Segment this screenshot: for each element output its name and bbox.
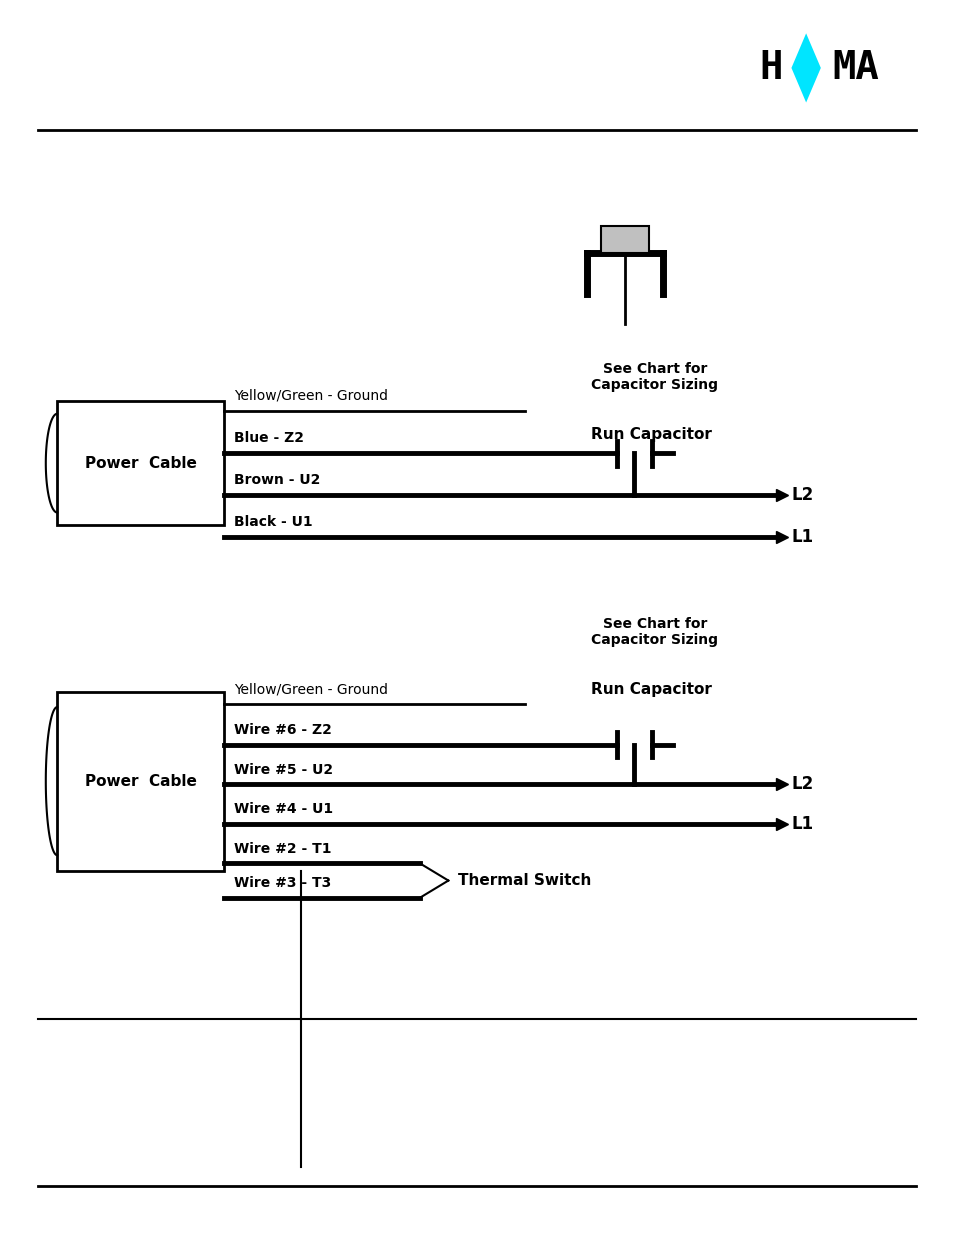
Text: Yellow/Green - Ground: Yellow/Green - Ground [233,683,387,697]
Text: MA: MA [832,49,879,86]
Text: Wire #3 - T3: Wire #3 - T3 [233,877,331,890]
Text: Brown - U2: Brown - U2 [233,473,320,487]
Text: Blue - Z2: Blue - Z2 [233,431,303,445]
Text: L2: L2 [791,487,813,504]
Text: Thermal Switch: Thermal Switch [457,873,591,888]
Text: Run Capacitor: Run Capacitor [591,427,712,442]
Bar [57,692,224,871]
Text: Wire #5 - U2: Wire #5 - U2 [233,763,333,777]
Text: Run Capacitor: Run Capacitor [591,682,712,697]
Text: See Chart for
Capacitor Sizing: See Chart for Capacitor Sizing [591,362,718,391]
Text: Power  Cable: Power Cable [85,773,196,789]
Text: Black - U1: Black - U1 [233,515,312,529]
Text: Power  Cable: Power Cable [85,456,196,471]
Text: Wire #2 - T1: Wire #2 - T1 [233,842,331,856]
Text: Wire #4 - U1: Wire #4 - U1 [233,803,333,816]
Text: Yellow/Green - Ground: Yellow/Green - Ground [233,389,387,403]
Text: See Chart for
Capacitor Sizing: See Chart for Capacitor Sizing [591,618,718,647]
Polygon shape [791,33,820,103]
Text: Wire #6 - Z2: Wire #6 - Z2 [233,724,332,737]
Text: L1: L1 [791,815,813,832]
Text: L1: L1 [791,529,813,546]
Bar [600,226,648,253]
Text: H: H [758,49,781,86]
Text: L2: L2 [791,776,813,793]
Bar [57,401,224,525]
